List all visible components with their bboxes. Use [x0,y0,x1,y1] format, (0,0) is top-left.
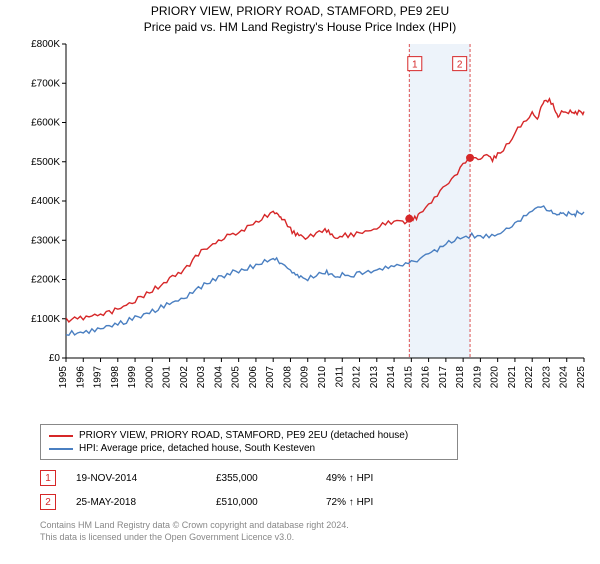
svg-text:2010: 2010 [317,366,328,389]
svg-text:2016: 2016 [421,366,432,389]
svg-text:1996: 1996 [75,366,86,389]
svg-text:1999: 1999 [127,366,138,389]
legend-swatch [49,448,73,450]
sale-date: 19-NOV-2014 [76,473,196,484]
legend-item: HPI: Average price, detached house, Sout… [49,442,449,455]
svg-text:1995: 1995 [58,366,69,389]
svg-text:£0: £0 [49,353,61,364]
footer-line: Contains HM Land Registry data © Crown c… [40,520,600,532]
svg-text:2008: 2008 [282,366,293,389]
svg-text:2002: 2002 [179,366,190,389]
sale-marker-icon: 2 [40,494,56,510]
legend-label: PRIORY VIEW, PRIORY ROAD, STAMFORD, PE9 … [79,430,408,441]
svg-text:2018: 2018 [455,366,466,389]
sale-hpi: 72% ↑ HPI [326,497,426,508]
svg-text:2015: 2015 [403,366,414,389]
svg-text:2006: 2006 [248,366,259,389]
svg-text:£100K: £100K [31,314,60,325]
sale-hpi: 49% ↑ HPI [326,473,426,484]
svg-text:2: 2 [457,60,463,71]
sale-row: 1 19-NOV-2014 £355,000 49% ↑ HPI [40,466,600,490]
sale-price: £355,000 [216,473,306,484]
svg-text:2009: 2009 [300,366,311,389]
svg-text:£800K: £800K [31,39,60,50]
legend-swatch [49,435,73,437]
chart-subtitle: Price paid vs. HM Land Registry's House … [0,20,600,34]
svg-text:2004: 2004 [213,366,224,389]
svg-text:2011: 2011 [334,366,345,388]
sale-marker-icon: 1 [40,470,56,486]
legend-item: PRIORY VIEW, PRIORY ROAD, STAMFORD, PE9 … [49,429,449,442]
svg-text:£300K: £300K [31,235,60,246]
svg-text:2020: 2020 [490,366,501,389]
chart-area: £0 £100K £200K £300K £400K £500K £600K £700K £80… [30,38,590,418]
sale-price: £510,000 [216,497,306,508]
svg-text:2007: 2007 [265,366,276,389]
svg-text:£400K: £400K [31,196,60,207]
svg-text:2022: 2022 [524,366,535,389]
svg-text:1: 1 [412,60,418,71]
svg-text:1998: 1998 [110,366,121,389]
legend-label: HPI: Average price, detached house, Sout… [79,443,315,454]
chart-title: PRIORY VIEW, PRIORY ROAD, STAMFORD, PE9 … [0,4,600,18]
svg-text:£600K: £600K [31,118,60,129]
chart-container: PRIORY VIEW, PRIORY ROAD, STAMFORD, PE9 … [0,4,600,564]
svg-text:2024: 2024 [559,366,570,389]
svg-text:1997: 1997 [93,366,104,389]
svg-text:2001: 2001 [162,366,173,389]
chart-svg: £0 £100K £200K £300K £400K £500K £600K £700K £80… [30,38,590,418]
svg-text:2014: 2014 [386,366,397,389]
svg-text:£700K: £700K [31,78,60,89]
svg-text:2023: 2023 [541,366,552,389]
legend-box: PRIORY VIEW, PRIORY ROAD, STAMFORD, PE9 … [40,424,458,460]
sale-date: 25-MAY-2018 [76,497,196,508]
svg-text:2013: 2013 [369,366,380,389]
footer-text: Contains HM Land Registry data © Crown c… [40,520,600,543]
svg-text:2017: 2017 [438,366,449,389]
sales-box: 1 19-NOV-2014 £355,000 49% ↑ HPI 2 25-MA… [40,466,600,514]
svg-text:2005: 2005 [231,366,242,389]
svg-text:£200K: £200K [31,275,60,286]
svg-text:£500K: £500K [31,157,60,168]
sale-row: 2 25-MAY-2018 £510,000 72% ↑ HPI [40,490,600,514]
footer-line: This data is licensed under the Open Gov… [40,532,600,544]
svg-text:2003: 2003 [196,366,207,389]
svg-text:2021: 2021 [507,366,518,389]
svg-text:2000: 2000 [144,366,155,389]
svg-text:2012: 2012 [352,366,363,389]
svg-text:2019: 2019 [472,366,483,389]
svg-text:2025: 2025 [576,366,587,389]
